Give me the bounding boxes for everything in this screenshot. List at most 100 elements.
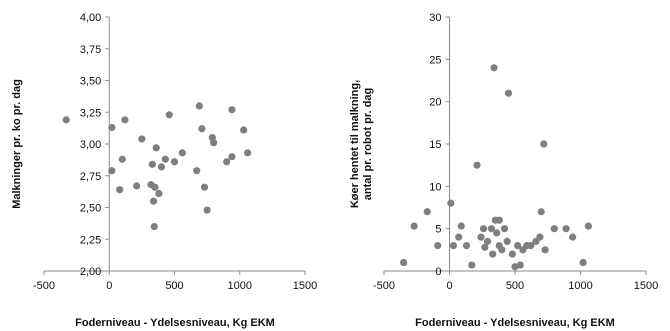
data-point [240, 126, 248, 134]
data-point [195, 102, 203, 110]
y-tick-label: 3,00 [80, 139, 101, 151]
y-axis-title-line: antal pr. robot pr. dag [362, 88, 374, 200]
data-point [550, 225, 558, 233]
x-tick-label: 0 [106, 280, 112, 292]
data-point [228, 153, 236, 161]
data-point [498, 246, 506, 254]
data-point [584, 222, 592, 230]
y-tick-label: 3,75 [80, 44, 101, 56]
y-tick-label: 2,75 [80, 171, 101, 183]
data-point [121, 116, 129, 124]
data-point [161, 155, 169, 163]
y-tick-label: 2,50 [80, 203, 101, 215]
data-point [62, 116, 70, 124]
data-point [579, 258, 587, 267]
data-point [562, 225, 570, 233]
data-point [148, 160, 156, 168]
data-point [223, 158, 231, 166]
data-point [504, 89, 513, 97]
data-point [473, 161, 481, 169]
data-point [400, 258, 408, 267]
data-point [151, 183, 159, 191]
data-point [157, 163, 166, 171]
y-axis-title-line: Køer hentet til malkning, [349, 80, 361, 208]
data-point [210, 139, 218, 147]
data-point [108, 123, 116, 132]
data-point [503, 237, 511, 245]
data-point [116, 186, 124, 194]
data-point [479, 225, 488, 233]
x-tick-label: 1000 [568, 280, 592, 292]
data-point [447, 199, 455, 207]
data-point [150, 222, 158, 231]
y-tick-label: 20 [429, 97, 441, 109]
data-point [569, 233, 577, 241]
data-point [203, 206, 211, 214]
data-point [165, 111, 173, 119]
data-point [455, 233, 463, 241]
x-tick-label: 0 [446, 280, 452, 292]
y-tick-label: 3,50 [80, 76, 101, 88]
data-point [200, 183, 209, 191]
data-point [537, 208, 545, 216]
x-axis-title: Foderniveau - Ydelsesniveau, Kg EKM [415, 317, 615, 329]
x-tick-label: 1000 [228, 280, 252, 292]
data-point [468, 261, 476, 269]
data-point [495, 216, 503, 224]
data-point [540, 140, 548, 148]
y-tick-label: 4,00 [80, 12, 101, 24]
x-tick-label: 500 [506, 280, 524, 292]
data-point [152, 144, 160, 152]
data-point [449, 242, 458, 250]
data-point [457, 222, 465, 230]
data-point [155, 189, 163, 198]
data-point [481, 243, 489, 251]
y-tick-label: 30 [429, 12, 441, 24]
data-point [410, 222, 418, 230]
data-point [490, 64, 498, 72]
data-point [170, 158, 179, 166]
data-point [487, 225, 496, 233]
y-tick-label: 2,00 [80, 266, 101, 278]
y-axis-title-line: Malkninger pr. ko pr. dag [11, 79, 23, 209]
data-point [516, 261, 524, 269]
data-point [489, 250, 497, 258]
x-tick-label: -500 [33, 280, 55, 292]
x-tick-label: 500 [165, 280, 183, 292]
data-point [118, 155, 126, 163]
y-tick-label: 2,25 [80, 234, 101, 246]
data-point [198, 125, 206, 133]
chart-2: 0 5 10 15 20 25 30 -500 0 500 1000 1500 Foderniveau … [349, 12, 658, 329]
data-point [508, 250, 516, 258]
x-tick-label: -500 [373, 280, 395, 292]
data-point [150, 197, 158, 205]
data-point [477, 233, 485, 241]
data-point [541, 246, 549, 254]
data-point [178, 149, 186, 157]
data-point [243, 149, 252, 157]
y-axis-title: Køer hentet til malkning,antal pr. robot… [349, 80, 374, 208]
y-tick-label: 25 [429, 54, 441, 66]
data-point [500, 225, 509, 233]
data-point [193, 167, 201, 175]
data-point [536, 233, 544, 241]
y-tick-label: 0 [435, 266, 441, 278]
data-point [483, 237, 492, 245]
y-axis-title: Malkninger pr. ko pr. dag [11, 79, 23, 209]
data-point [228, 106, 236, 114]
y-tick-label: 10 [429, 181, 441, 193]
x-tick-label: 1500 [293, 280, 317, 292]
y-tick-label: 5 [435, 224, 441, 236]
chart-1: 2,00 2,25 2,50 2,75 3,00 3,25 3,50 3,75 4,00 -500… [11, 12, 317, 329]
data-point [514, 242, 522, 250]
data-point [493, 229, 501, 237]
data-point [108, 167, 116, 175]
data-point [462, 242, 471, 250]
data-point [527, 242, 535, 250]
data-point [434, 242, 442, 250]
y-tick-label: 3,25 [80, 107, 101, 119]
data-point [133, 182, 141, 190]
y-tick-label: 15 [429, 139, 441, 151]
x-tick-label: 1500 [634, 280, 658, 292]
